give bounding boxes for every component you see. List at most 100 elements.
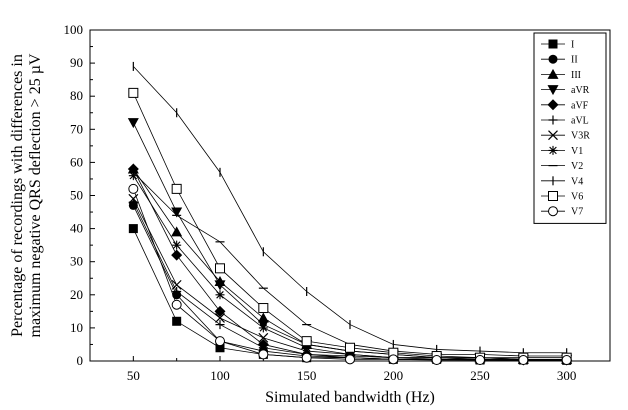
- data-point: [128, 224, 138, 234]
- data-point: [258, 349, 269, 360]
- plot-area: 0 10 20 30 40 50 60 70 80 90 100 50 100 150 200 250 300: [64, 22, 611, 383]
- legend-label: V7: [571, 207, 583, 218]
- data-point: [258, 332, 269, 343]
- y-tick-label: 100: [64, 22, 84, 37]
- y-tick-label: 10: [70, 320, 83, 335]
- legend-marker: [548, 54, 558, 64]
- data-point: [214, 305, 226, 317]
- data-point: [302, 343, 312, 353]
- data-point: [388, 354, 399, 365]
- y-tick-label: 70: [70, 121, 83, 136]
- data-point: [128, 183, 139, 194]
- y-tick-label: 30: [70, 254, 83, 269]
- series-avf: [127, 163, 573, 366]
- legend-label: V3R: [571, 131, 590, 142]
- x-axis-title: Simulated bandwidth (Hz): [265, 389, 435, 406]
- plot-frame: [89, 29, 611, 362]
- data-point: [171, 279, 182, 290]
- data-point: [258, 303, 269, 314]
- legend-label: III: [571, 70, 581, 81]
- y-tick-label: 60: [70, 154, 83, 169]
- data-point: [475, 355, 485, 366]
- legend-label: I: [571, 40, 574, 51]
- legend-label: V4: [571, 176, 583, 187]
- data-point: [561, 355, 572, 366]
- series-line: [132, 168, 567, 361]
- x-tick-label: 150: [297, 368, 317, 383]
- data-point: [214, 280, 226, 291]
- y-axis-title-line-2: maximum negative QRS deflection > 25 µV: [27, 53, 44, 337]
- y-tick-label: 40: [70, 221, 83, 236]
- series-line: [133, 66, 567, 354]
- legend-entry: aVF: [541, 99, 589, 111]
- data-point: [431, 355, 442, 366]
- x-tick-label: 50: [127, 368, 140, 383]
- series-line: [132, 201, 567, 361]
- y-tick-label: 90: [70, 55, 83, 70]
- series-v1: [128, 171, 572, 364]
- legend-entry: V3R: [541, 130, 590, 142]
- y-axis-title: Percentage of recordings with difference…: [9, 53, 44, 337]
- data-point: [301, 336, 312, 347]
- data-point: [171, 226, 183, 237]
- series-iii: [127, 163, 573, 364]
- legend-entry: V7: [541, 206, 583, 218]
- legend-label: aVL: [571, 116, 589, 127]
- legend-entry: aVR: [541, 85, 590, 96]
- y-tick-label: 80: [70, 88, 83, 103]
- series-line: [132, 175, 567, 360]
- legend-label: aVF: [571, 100, 589, 111]
- data-point: [258, 323, 268, 333]
- data-point: [127, 118, 139, 129]
- legend-entry: V6: [541, 191, 583, 203]
- y-axis-title-line-1: Percentage of recordings with difference…: [9, 54, 26, 337]
- legend-box: [533, 32, 607, 224]
- legend-marker: [547, 68, 559, 79]
- series-v7: [128, 183, 572, 366]
- data-point: [172, 240, 182, 250]
- x-tick-label: 250: [470, 368, 490, 383]
- legend-label: V2: [571, 161, 583, 172]
- legend-marker: [548, 191, 558, 201]
- legend-entry: aVL: [541, 115, 589, 127]
- legend-label: II: [571, 55, 578, 66]
- data-point: [171, 249, 183, 261]
- data-point: [215, 263, 225, 274]
- data-point: [128, 171, 138, 181]
- legend-marker: [548, 39, 558, 49]
- data-point: [215, 343, 225, 353]
- series-v4: [132, 61, 568, 358]
- data-point: [172, 286, 182, 296]
- legend-marker: [547, 85, 559, 96]
- legend-entry: V4: [541, 176, 583, 187]
- y-tick-label: 0: [77, 353, 84, 368]
- series-ii: [128, 200, 572, 365]
- legend-entry: V2: [541, 161, 583, 172]
- legend-entry: V1: [541, 146, 583, 157]
- legend-marker: [548, 115, 558, 125]
- legend-entry: II: [541, 54, 578, 66]
- data-point: [215, 320, 225, 330]
- legend-marker: [548, 206, 558, 217]
- series-line: [133, 168, 567, 360]
- data-point: [172, 316, 182, 326]
- y-tick-label: 20: [70, 287, 83, 302]
- legend-marker: [548, 145, 558, 155]
- data-point: [257, 312, 269, 323]
- data-point: [128, 87, 139, 98]
- data-point: [171, 299, 182, 310]
- data-point: [171, 183, 182, 194]
- data-point: [301, 352, 312, 363]
- x-tick-label: 200: [384, 368, 404, 383]
- data-point: [518, 355, 529, 366]
- legend-label: V1: [571, 146, 583, 157]
- x-tick-label: 100: [210, 368, 230, 383]
- legend-entry: I: [541, 39, 574, 51]
- legend-marker: [548, 130, 558, 141]
- y-tick-label: 50: [70, 188, 83, 203]
- data-point: [215, 290, 225, 300]
- data-point: [345, 342, 355, 353]
- data-point: [345, 354, 355, 365]
